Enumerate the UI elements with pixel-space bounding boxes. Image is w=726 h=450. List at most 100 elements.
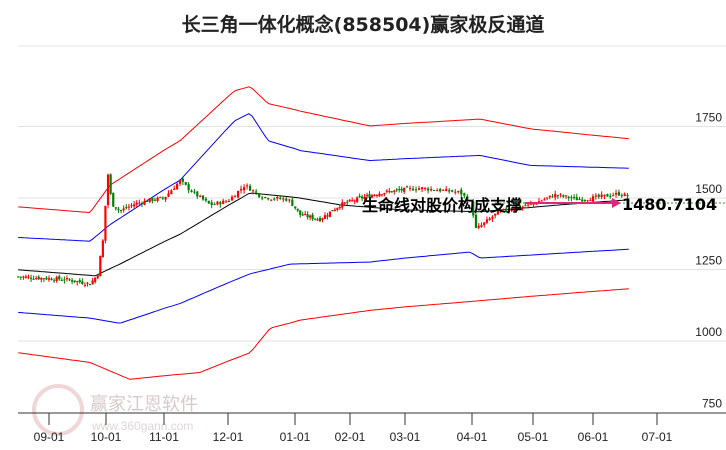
candle-up (375, 195, 379, 197)
candle-down (32, 278, 35, 280)
candle-down (617, 192, 621, 196)
chart-title: 长三角一体化概念(858504)赢家极反通道 (181, 14, 545, 36)
x-tick-label: 03-01 (390, 430, 421, 444)
candle-up (502, 208, 505, 210)
candle-down (474, 214, 478, 228)
y-tick-label: 750 (702, 397, 722, 411)
candle-up (600, 194, 603, 198)
candle-up (167, 193, 170, 197)
candle-down (213, 203, 216, 205)
candle-down (285, 198, 288, 201)
candle-up (156, 197, 159, 201)
candle-down (562, 195, 565, 197)
candle-down (267, 198, 270, 200)
candle-up (239, 188, 243, 191)
candle-down (78, 280, 81, 283)
y-tick-label: 1250 (695, 254, 722, 268)
candle-up (527, 204, 530, 206)
candle-down (190, 190, 193, 193)
candle-down (578, 198, 581, 200)
candle-down (551, 196, 554, 198)
candle-up (424, 187, 427, 189)
candle-down (620, 195, 623, 197)
candle-up (170, 190, 173, 195)
candle-up (338, 206, 341, 208)
candle-up (304, 214, 307, 216)
candle-down (414, 189, 418, 191)
candle-down (273, 198, 276, 200)
candle-up (276, 196, 279, 199)
candle-up (612, 195, 615, 197)
candle-down (583, 200, 586, 202)
candle-up (529, 203, 532, 205)
candle-down (112, 192, 115, 207)
candle-up (430, 188, 433, 191)
candle-up (164, 196, 167, 200)
candle-down (29, 277, 33, 279)
candle-up (91, 280, 94, 285)
candle-up (288, 199, 291, 201)
x-tick-label: 04-01 (457, 430, 488, 444)
candle-up (445, 188, 448, 192)
candle-up (491, 216, 494, 219)
line-lower-inner (18, 248, 629, 324)
candle-up (383, 192, 386, 195)
candle-down (395, 189, 398, 191)
candle-up (537, 201, 541, 203)
candle-down (433, 190, 436, 192)
candle-down (187, 184, 190, 191)
candle-down (184, 182, 187, 185)
candle-up (564, 195, 568, 197)
candle-down (261, 197, 264, 199)
arrow-head-icon (612, 198, 621, 208)
candle-up (106, 174, 110, 206)
candle-down (70, 280, 74, 282)
candle-down (567, 196, 570, 199)
candle-down (311, 214, 314, 220)
candle-up (388, 191, 391, 193)
candle-down (581, 199, 584, 202)
candle-up (559, 194, 562, 196)
candle-up (22, 276, 25, 278)
candle-down (68, 279, 71, 281)
candle-down (505, 208, 508, 211)
candle-up (35, 278, 38, 280)
x-tick-label: 05-01 (518, 430, 549, 444)
x-tick-label: 11-01 (149, 430, 179, 444)
y-tick-label: 1000 (695, 325, 722, 339)
candle-down (358, 196, 361, 198)
candle-down (45, 277, 48, 280)
candle-down (346, 201, 349, 203)
candle-down (597, 194, 600, 197)
x-tick-label: 12-01 (213, 430, 244, 444)
candle-down (398, 189, 401, 191)
candle-up (408, 187, 412, 189)
candle-down (368, 194, 371, 198)
candle-down (306, 214, 309, 218)
candle-down (291, 199, 294, 206)
line-upper-inner (18, 113, 629, 242)
candle-up (393, 190, 396, 192)
candle-down (448, 190, 451, 192)
annotation-value: 1480.7104 (622, 195, 717, 214)
candle-up (99, 256, 102, 277)
candle-up (373, 194, 376, 196)
candle-up (341, 202, 344, 208)
candle-up (55, 277, 58, 282)
candle-down (37, 276, 40, 280)
candle-up (104, 205, 107, 241)
candle-up (222, 200, 225, 205)
candle-down (405, 186, 409, 188)
candle-down (19, 276, 22, 278)
candle-up (309, 215, 312, 218)
candle-up (591, 196, 595, 202)
candle-up (328, 211, 332, 217)
candle-up (589, 200, 592, 202)
candle-down (196, 191, 199, 197)
candle-down (140, 203, 144, 205)
candle-up (548, 195, 551, 198)
candle-up (477, 225, 480, 228)
candle-down (53, 280, 56, 282)
candle-up (321, 218, 324, 220)
candle-up (469, 200, 472, 202)
